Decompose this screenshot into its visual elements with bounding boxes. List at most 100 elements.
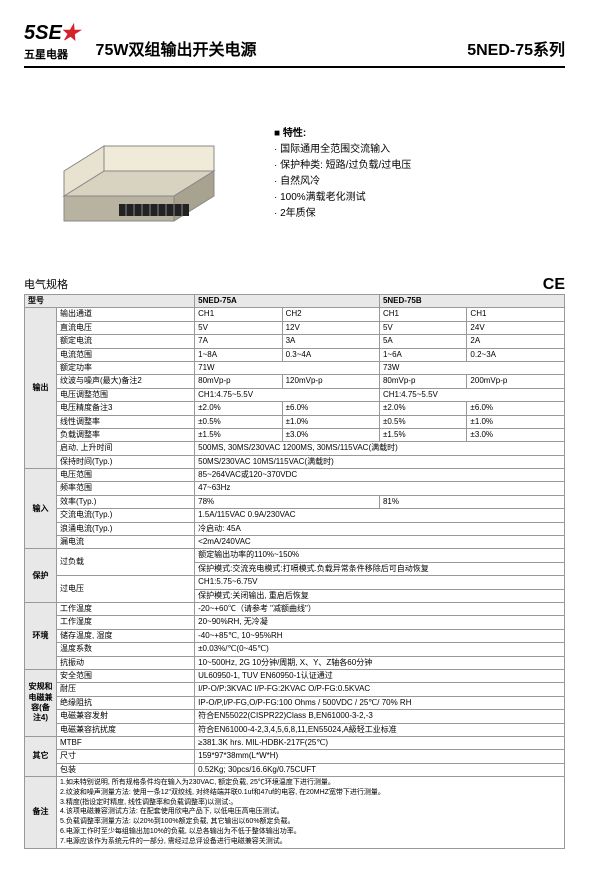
section-notes: 备注: [25, 777, 57, 849]
cell: <2mA/240VAC: [195, 536, 565, 549]
cell: 0.3~4A: [282, 348, 379, 361]
features: 特性: 国际通用全范围交流输入 保护种类: 短路/过负载/过电压 自然风冷 10…: [274, 126, 411, 236]
row-label: 电磁兼容发射: [57, 710, 195, 723]
cell: 78%: [195, 495, 380, 508]
row-label: 储存温度, 湿度: [57, 629, 195, 642]
cell: IP-O/P,I/P-FG,O/P-FG:100 Ohms / 500VDC /…: [195, 696, 565, 709]
row-label: 交流电流(Typ.): [57, 509, 195, 522]
row-label: 工作温度: [57, 602, 195, 615]
cell: ±1.0%: [282, 415, 379, 428]
cell: I/P-O/P:3KVAC I/P-FG:2KVAC O/P-FG:0.5KVA…: [195, 683, 565, 696]
feature-item: 2年质保: [274, 206, 411, 222]
row-label: 纹波与噪声(最大)备注2: [57, 375, 195, 388]
cell: 80mVp-p: [379, 375, 466, 388]
cell: 20~90%RH, 无冷凝: [195, 616, 565, 629]
cell: 200mVp-p: [467, 375, 565, 388]
row-label: 额定电流: [57, 335, 195, 348]
feature-item: 100%满载老化测试: [274, 190, 411, 206]
cell: ±6.0%: [467, 402, 565, 415]
row-label: 频率范围: [57, 482, 195, 495]
model-header: 型号: [25, 295, 195, 308]
notes-cell: 1.如未特别说明, 所有规格条件均在输入为230VAC, 额定负载, 25℃环境…: [57, 777, 565, 849]
row-label: 直流电压: [57, 321, 195, 334]
cell: 保护模式:交流充电模式:打嗝模式.负载异常条件移除后可自动恢复: [195, 562, 565, 575]
row-label: 浪涌电流(Typ.): [57, 522, 195, 535]
row-label: 尺寸: [57, 750, 195, 763]
row-label: 负载调整率: [57, 428, 195, 441]
row-label: 电磁兼容抗扰度: [57, 723, 195, 736]
cell: 71W: [195, 361, 380, 374]
row-label: 安全范围: [57, 669, 195, 682]
row-label: 效率(Typ.): [57, 495, 195, 508]
row-label: 输出通道: [57, 308, 195, 321]
cell: 2A: [467, 335, 565, 348]
cell: ±6.0%: [282, 402, 379, 415]
row-label: 漏电流: [57, 536, 195, 549]
cell: 24V: [467, 321, 565, 334]
cell: 3A: [282, 335, 379, 348]
model-a: 5NED-75A: [195, 295, 380, 308]
row-label: 电压调整范围: [57, 388, 195, 401]
section-other: 其它: [25, 736, 57, 776]
row-label: 额定功率: [57, 361, 195, 374]
section-input: 输入: [25, 469, 57, 549]
cell: ±2.0%: [195, 402, 282, 415]
cell: CH2: [282, 308, 379, 321]
cell: 85~264VAC或120~370VDC: [195, 469, 565, 482]
cell: 47~63Hz: [195, 482, 565, 495]
note-item: 6.电源工作时至少每组输出加10%的负载, 以总各输出为不低于整体输出功率。: [60, 827, 561, 837]
cell: ±0.03%/℃(0~45℃): [195, 643, 565, 656]
cell: 保护模式:关闭输出, 重启后恢复: [195, 589, 565, 602]
cell: 5V: [379, 321, 466, 334]
cell: CH1: [467, 308, 565, 321]
row-label: 耐压: [57, 683, 195, 696]
row-label: 抗振动: [57, 656, 195, 669]
cell: ±0.5%: [195, 415, 282, 428]
row-label: 过电压: [57, 576, 195, 603]
row-label: 过负载: [57, 549, 195, 576]
cell: 12V: [282, 321, 379, 334]
ce-mark: CE: [543, 276, 565, 294]
cell: CH1:4.75~5.5V: [195, 388, 380, 401]
cell: ±3.0%: [282, 428, 379, 441]
model-b: 5NED-75B: [379, 295, 564, 308]
cell: ≥381.3K hrs. MIL-HDBK-217F(25℃): [195, 736, 565, 749]
cell: 120mVp-p: [282, 375, 379, 388]
row-label: 电流范围: [57, 348, 195, 361]
cell: 81%: [379, 495, 564, 508]
feature-item: 自然风冷: [274, 174, 411, 190]
cell: 符合EN55022(CISPR22)Class B,EN61000-3-2,-3: [195, 710, 565, 723]
cell: ±2.0%: [379, 402, 466, 415]
elec-spec-title: 电气规格: [24, 276, 565, 292]
cell: 10~500Hz, 2G 10分钟/周期, X、Y、Z轴各60分钟: [195, 656, 565, 669]
cell: ±3.0%: [467, 428, 565, 441]
page-title: 75W双组输出开关电源: [92, 36, 468, 62]
cell: 5A: [379, 335, 466, 348]
note-item: 4.该项电磁兼容测试方法: 在配套使用欣电产品下, 以低电压高电压测试。: [60, 807, 561, 817]
section-protect: 保护: [25, 549, 57, 603]
cell: 0.52Kg; 30pcs/16.6Kg/0.75CUFT: [195, 763, 565, 776]
cell: -40~+85℃, 10~95%RH: [195, 629, 565, 642]
cell: 80mVp-p: [195, 375, 282, 388]
cell: 1~8A: [195, 348, 282, 361]
row-label: 电压范围: [57, 469, 195, 482]
row-label: 包装: [57, 763, 195, 776]
row-label: 保持时间(Typ.): [57, 455, 195, 468]
cell: 159*97*38mm(L*W*H): [195, 750, 565, 763]
note-item: 2.纹波和噪声测量方法: 使用一条12"双绞线, 对终结端并联0.1uf和47u…: [60, 788, 561, 798]
features-title: 特性:: [274, 126, 411, 142]
note-item: 5.负载调整率测量方法: 以20%到100%额定负载, 其它输出以60%额定负载…: [60, 817, 561, 827]
cell: 1.5A/115VAC 0.9A/230VAC: [195, 509, 565, 522]
feature-item: 国际通用全范围交流输入: [274, 142, 411, 158]
section-output: 输出: [25, 308, 57, 469]
cell: CH1: [379, 308, 466, 321]
cell: CH1:4.75~5.5V: [379, 388, 564, 401]
cell: 50MS/230VAC 10MS/115VAC(满载时): [195, 455, 565, 468]
cell: 5V: [195, 321, 282, 334]
row-label: 工作湿度: [57, 616, 195, 629]
cell: ±1.5%: [379, 428, 466, 441]
cell: 500MS, 30MS/230VAC 1200MS, 30MS/115VAC(满…: [195, 442, 565, 455]
cell: CH1: [195, 308, 282, 321]
row-label: 线性调整率: [57, 415, 195, 428]
series-label: 5NED-75系列: [467, 36, 565, 62]
